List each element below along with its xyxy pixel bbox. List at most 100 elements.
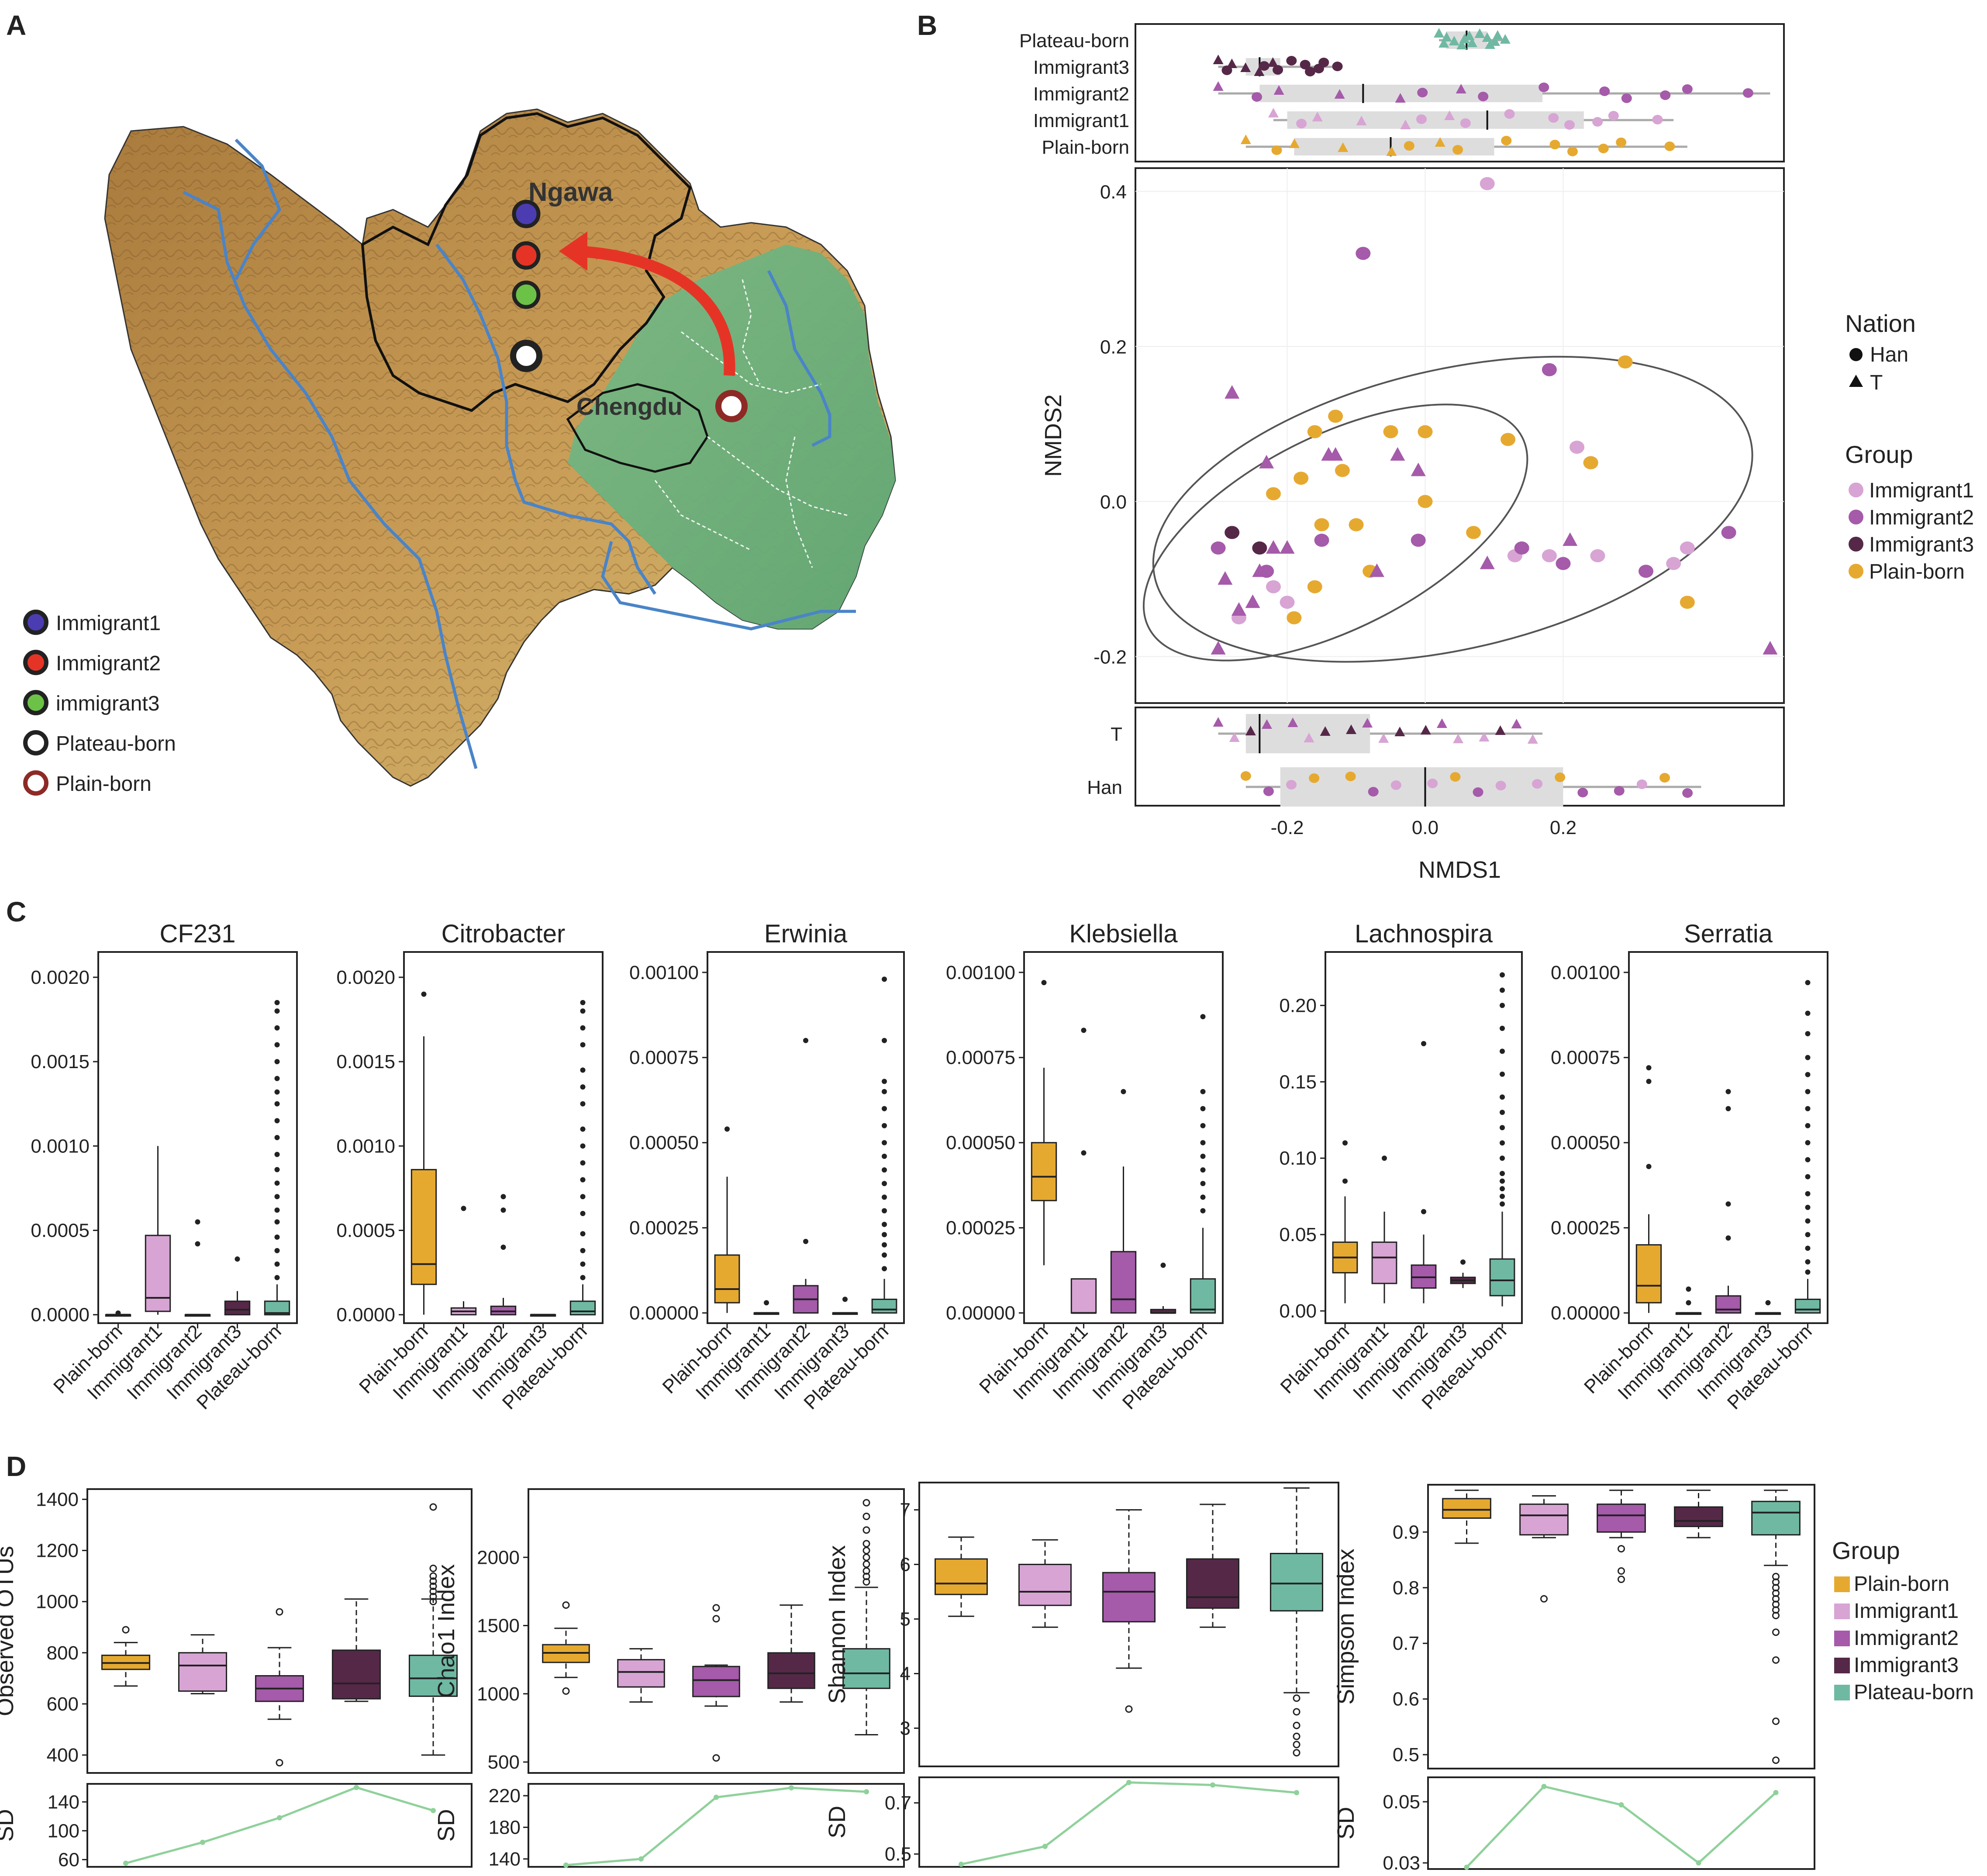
box-Plain-born bbox=[1442, 1498, 1491, 1519]
point-Immigrant1 bbox=[1590, 549, 1605, 562]
strip-point bbox=[1386, 146, 1397, 156]
strip-point bbox=[1229, 732, 1240, 742]
outlier-point bbox=[1500, 1003, 1505, 1008]
strip-point bbox=[1345, 772, 1356, 781]
y-tick-label: 800 bbox=[47, 1642, 79, 1664]
point-Immigrant2 bbox=[1211, 541, 1226, 555]
y-tick-label: 0.0000 bbox=[336, 1304, 395, 1326]
outlier-point bbox=[882, 1153, 887, 1159]
outlier-point bbox=[461, 1206, 466, 1211]
outlier-point bbox=[1500, 972, 1505, 978]
outlier-point bbox=[882, 1140, 887, 1145]
plot-frame bbox=[97, 951, 298, 1324]
strip-point bbox=[1511, 719, 1522, 728]
strip-point bbox=[1261, 719, 1272, 729]
legend-label: Plateau-born bbox=[56, 732, 176, 755]
outlier-point bbox=[1805, 1106, 1811, 1111]
box-Plateau-born bbox=[871, 1298, 897, 1314]
point-Plain-born bbox=[1294, 472, 1309, 485]
strip-point bbox=[1213, 81, 1224, 91]
outlier-point bbox=[122, 1626, 130, 1634]
legend-label: Immigrant2 bbox=[56, 652, 161, 675]
strip-point bbox=[1460, 118, 1471, 128]
genus-subplot: Erwinia 0.00000 0.00025 0.00050 0.00075 0.001… bbox=[629, 920, 905, 1414]
outlier-point bbox=[724, 1126, 730, 1132]
sd-point bbox=[638, 1856, 644, 1862]
outlier-point bbox=[500, 1245, 506, 1250]
genus-subplot: Citrobacter 0.0000 0.0005 0.0010 0.0015 0.002… bbox=[336, 920, 604, 1414]
y-tick-label: 1000 bbox=[36, 1591, 79, 1613]
strip-point bbox=[1420, 725, 1431, 735]
outlier-point bbox=[1500, 1071, 1505, 1077]
point-Immigrant2 bbox=[1639, 565, 1654, 578]
strip-point bbox=[1254, 66, 1265, 76]
y-tick-label: 500 bbox=[488, 1752, 520, 1773]
y-tick-label: 0.0015 bbox=[336, 1051, 395, 1072]
outlier-point bbox=[1342, 1140, 1348, 1146]
strip-point bbox=[1296, 119, 1307, 128]
plot-frame bbox=[918, 1482, 1339, 1767]
strip-point bbox=[1456, 40, 1467, 49]
y-tick-label: 0.5 bbox=[1393, 1744, 1419, 1766]
outlier-point bbox=[1500, 987, 1505, 993]
strip-point bbox=[1221, 66, 1232, 75]
strip-point bbox=[1309, 773, 1320, 783]
y-tick-label: 0.00075 bbox=[1551, 1047, 1620, 1069]
outlier-point bbox=[429, 1593, 437, 1600]
alpha-legend-label: Immigrant1 bbox=[1854, 1600, 1959, 1623]
strip-point bbox=[1226, 59, 1237, 68]
outlier-point bbox=[862, 1547, 870, 1555]
strip-point bbox=[1453, 734, 1464, 743]
sd-line bbox=[125, 1786, 434, 1865]
panel-letter-b: B bbox=[917, 10, 937, 41]
outlier-point bbox=[862, 1499, 870, 1507]
sd-y-tick-label: 0.7 bbox=[885, 1793, 911, 1814]
outlier-point bbox=[1772, 1573, 1780, 1580]
outlier-point bbox=[1460, 1259, 1466, 1265]
outlier-point bbox=[1725, 1106, 1731, 1111]
point-Immigrant3 bbox=[1252, 541, 1267, 555]
y-tick-label: 0.0010 bbox=[336, 1135, 395, 1157]
outlier-point bbox=[562, 1601, 570, 1609]
outlier-point bbox=[429, 1577, 437, 1585]
genus-boxplots-panel: CF2310.00000.00050.00100.00150.0020Plain… bbox=[31, 920, 1828, 1414]
rivers bbox=[183, 138, 856, 769]
y-tick-label: 0.00050 bbox=[946, 1132, 1015, 1154]
y-axis-title: Simpson Index bbox=[1333, 1548, 1359, 1704]
outlier-point bbox=[862, 1560, 870, 1568]
outlier-point bbox=[1121, 1089, 1126, 1094]
outlier-point bbox=[712, 1615, 720, 1623]
sd-point bbox=[1696, 1860, 1701, 1866]
sd-frame bbox=[918, 1776, 1339, 1868]
point-Plain-born bbox=[1680, 596, 1695, 609]
strip-point bbox=[1577, 788, 1588, 797]
legend-group-title: Group bbox=[1845, 441, 1913, 468]
strip-point bbox=[1439, 38, 1449, 48]
point-T bbox=[1266, 540, 1281, 554]
marker-plateau-born bbox=[510, 340, 542, 372]
y-tick-label: 0.05 bbox=[1279, 1224, 1317, 1245]
outlier-point bbox=[274, 1025, 280, 1031]
outlier-point bbox=[1200, 1106, 1206, 1111]
y-tick-label: 0.0005 bbox=[31, 1220, 90, 1241]
map-panel: Ngawa Chengdu Immigrant1 Immigrant2 immigr… bbox=[23, 108, 896, 796]
label-chengdu: Chengdu bbox=[576, 393, 683, 420]
sd-axis-title: SD bbox=[0, 1809, 18, 1842]
legend-group-label: Immigrant1 bbox=[1869, 479, 1974, 502]
strip-point bbox=[1434, 28, 1445, 38]
outlier-point bbox=[580, 1042, 586, 1048]
box-Immigrant2 bbox=[1597, 1504, 1646, 1533]
point-Plain-born bbox=[1349, 518, 1364, 531]
strip-point bbox=[1495, 781, 1506, 790]
strip-point bbox=[1362, 718, 1373, 728]
sd-point bbox=[789, 1785, 794, 1791]
outlier-point bbox=[1293, 1732, 1301, 1740]
outlier-point bbox=[274, 1275, 280, 1280]
outlier-point bbox=[1772, 1628, 1780, 1636]
point-T bbox=[1369, 563, 1384, 577]
strip-point bbox=[1394, 727, 1405, 736]
strip-point bbox=[1539, 83, 1549, 92]
outlier-point bbox=[1805, 1174, 1811, 1179]
strip-point bbox=[1555, 772, 1566, 782]
point-T bbox=[1390, 447, 1405, 461]
